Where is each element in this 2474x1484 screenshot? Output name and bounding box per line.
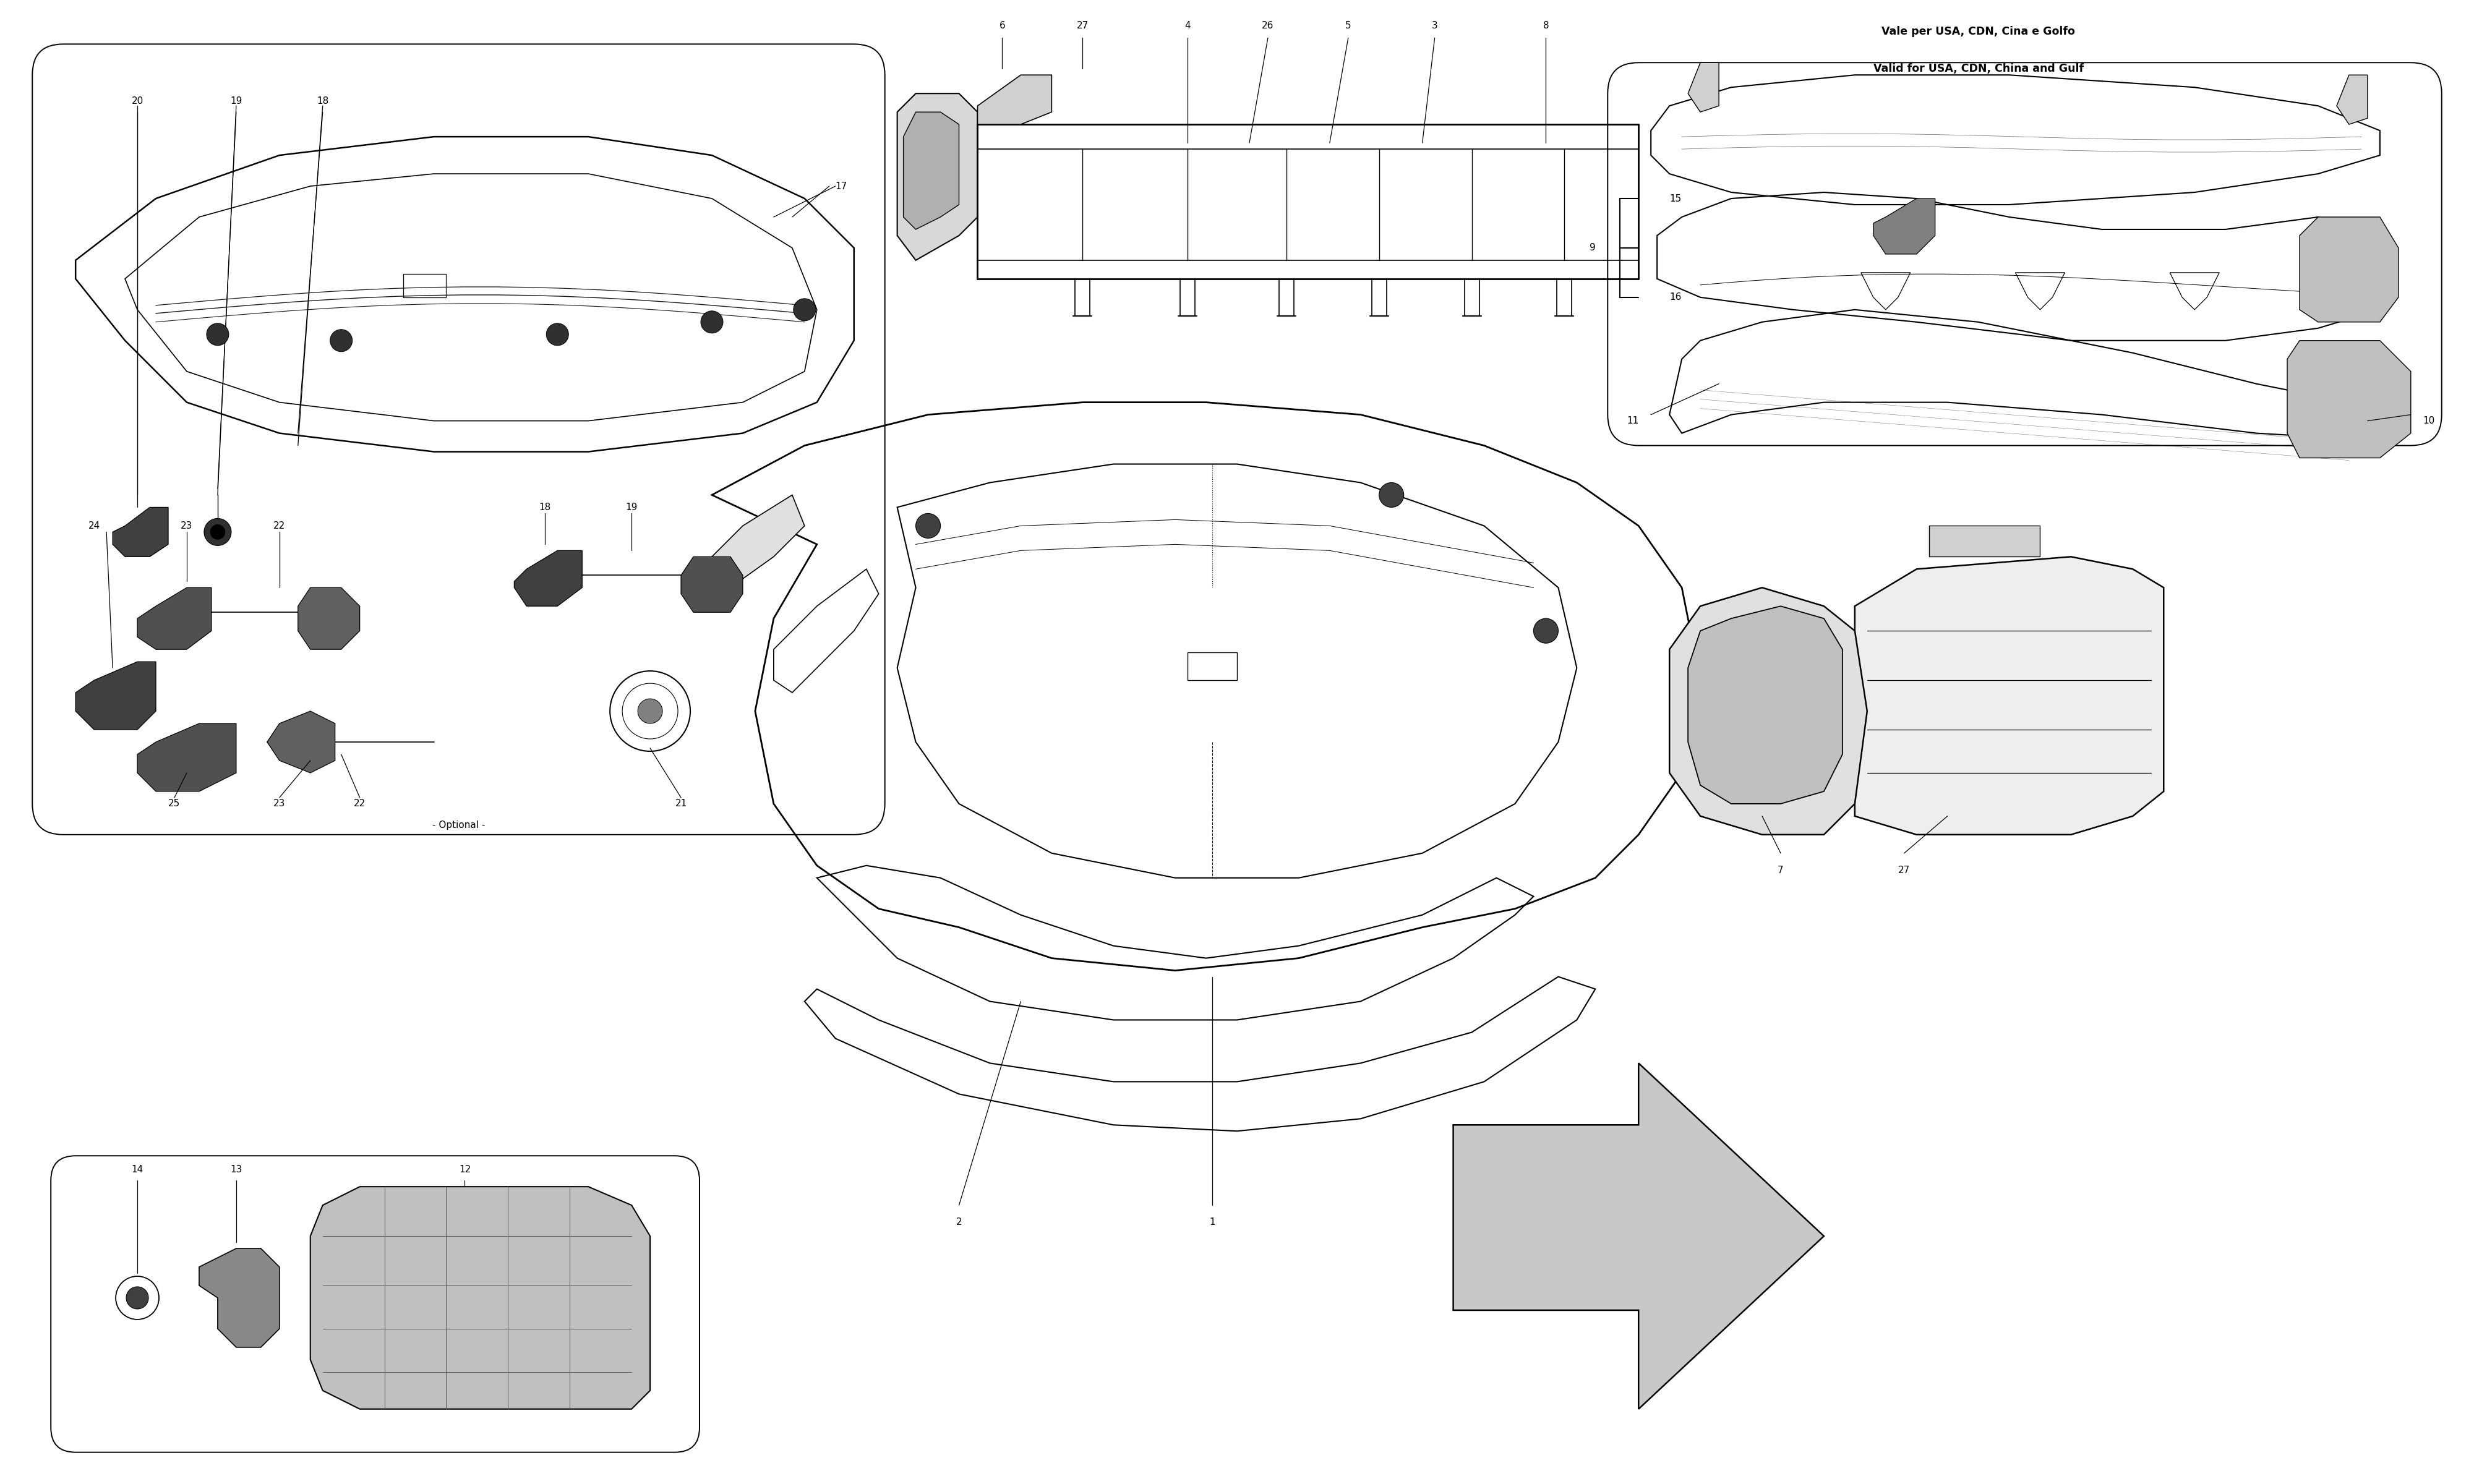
- Polygon shape: [2335, 76, 2368, 125]
- Circle shape: [329, 329, 351, 352]
- Text: 21: 21: [675, 798, 688, 809]
- Text: 1: 1: [1210, 1217, 1215, 1227]
- Polygon shape: [2301, 217, 2397, 322]
- Text: 2: 2: [955, 1217, 962, 1227]
- Text: 13: 13: [230, 1165, 242, 1174]
- Text: 8: 8: [1544, 21, 1549, 30]
- Text: 5: 5: [1346, 21, 1351, 30]
- Polygon shape: [1687, 62, 1719, 111]
- Text: 12: 12: [458, 1165, 470, 1174]
- Text: 9: 9: [1588, 243, 1596, 252]
- Circle shape: [126, 1287, 148, 1309]
- Circle shape: [547, 324, 569, 346]
- Text: Vale per USA, CDN, Cina e Golfo: Vale per USA, CDN, Cina e Golfo: [1883, 27, 2076, 37]
- Polygon shape: [139, 588, 210, 650]
- Text: 6: 6: [999, 21, 1004, 30]
- Text: 27: 27: [1076, 21, 1089, 30]
- Polygon shape: [114, 508, 168, 556]
- Polygon shape: [700, 496, 804, 605]
- Text: 22: 22: [354, 798, 366, 809]
- Text: 4: 4: [1185, 21, 1190, 30]
- Text: 26: 26: [1262, 21, 1274, 30]
- Polygon shape: [1856, 556, 2165, 834]
- Circle shape: [203, 518, 230, 546]
- Text: 17: 17: [836, 181, 849, 191]
- Polygon shape: [1452, 1063, 1823, 1408]
- Polygon shape: [515, 551, 581, 605]
- Polygon shape: [77, 662, 156, 730]
- Circle shape: [638, 699, 663, 724]
- Bar: [1188, 653, 1237, 680]
- Text: - Optional -: - Optional -: [433, 821, 485, 830]
- Text: 22: 22: [275, 521, 285, 530]
- Text: 23: 23: [275, 798, 285, 809]
- Polygon shape: [198, 1248, 280, 1347]
- Polygon shape: [903, 111, 960, 230]
- Bar: [403, 275, 445, 297]
- Text: 24: 24: [89, 521, 99, 530]
- Text: 25: 25: [168, 798, 181, 809]
- Circle shape: [794, 298, 816, 321]
- Circle shape: [210, 525, 225, 539]
- Polygon shape: [297, 588, 359, 650]
- Polygon shape: [309, 1187, 651, 1408]
- Text: 18: 18: [317, 96, 329, 105]
- Polygon shape: [267, 711, 334, 773]
- Text: 27: 27: [1898, 865, 1910, 874]
- Polygon shape: [1930, 525, 2041, 556]
- Text: Valid for USA, CDN, China and Gulf: Valid for USA, CDN, China and Gulf: [1873, 64, 2083, 74]
- Text: 10: 10: [2422, 416, 2434, 426]
- Polygon shape: [898, 93, 977, 260]
- Circle shape: [205, 324, 228, 346]
- Circle shape: [1378, 482, 1403, 508]
- Text: 3: 3: [1432, 21, 1437, 30]
- Text: 7: 7: [1779, 865, 1784, 874]
- Polygon shape: [139, 724, 235, 791]
- Text: 19: 19: [230, 96, 242, 105]
- Circle shape: [1534, 619, 1559, 643]
- Circle shape: [700, 312, 722, 332]
- Circle shape: [297, 729, 324, 755]
- Polygon shape: [1670, 588, 1868, 834]
- Text: 20: 20: [131, 96, 143, 105]
- Text: 16: 16: [1670, 292, 1682, 301]
- Polygon shape: [1687, 605, 1843, 804]
- Text: 23: 23: [181, 521, 193, 530]
- Polygon shape: [1873, 199, 1935, 254]
- Text: 15: 15: [1670, 194, 1682, 203]
- Text: 19: 19: [626, 503, 638, 512]
- Polygon shape: [680, 556, 742, 613]
- Text: 14: 14: [131, 1165, 143, 1174]
- Text: 18: 18: [539, 503, 552, 512]
- Text: 11: 11: [1625, 416, 1638, 426]
- Polygon shape: [2288, 340, 2410, 459]
- Circle shape: [915, 513, 940, 539]
- Polygon shape: [977, 76, 1051, 125]
